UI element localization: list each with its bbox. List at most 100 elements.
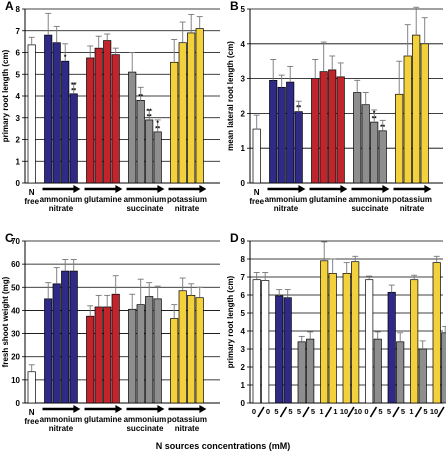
- bar: [128, 308, 137, 404]
- bar: [336, 76, 345, 184]
- y-tick-label: 5: [241, 309, 246, 318]
- significance-mark: **: [155, 125, 161, 132]
- bar: [320, 260, 329, 404]
- y-tick-label: 7: [16, 27, 21, 36]
- y-tick-label: 5: [241, 5, 246, 14]
- group-label: free: [24, 197, 39, 206]
- bar: [61, 60, 70, 184]
- concentration-arrowhead: [73, 185, 81, 193]
- y-tick-label: 0: [16, 179, 21, 188]
- y-tick-label: 1: [241, 144, 246, 153]
- bar: [328, 273, 337, 404]
- group-label: glutamine: [309, 195, 347, 204]
- panel-letter: C: [5, 231, 14, 245]
- pair-label-bottom: 5: [423, 407, 427, 416]
- bar: [69, 270, 78, 404]
- pair-label-top: 5: [274, 407, 278, 416]
- pair-label-bottom: 5: [378, 407, 382, 416]
- y-tick-label: 2: [241, 363, 246, 372]
- pair-slash: [437, 406, 445, 418]
- bar: [412, 34, 421, 184]
- bar: [342, 273, 351, 404]
- group-label: free: [249, 197, 264, 206]
- y-tick-label: 0: [16, 399, 21, 408]
- panel-letter: B: [230, 0, 239, 13]
- concentration-arrowhead: [340, 185, 348, 193]
- group-label: N: [29, 408, 35, 417]
- bar: [410, 279, 419, 404]
- group-label: nitrate: [175, 424, 200, 433]
- bar: [61, 270, 70, 404]
- group-label: potassium: [167, 415, 207, 424]
- y-tick-label: 40: [11, 306, 20, 315]
- pair-slash: [324, 406, 333, 418]
- group-label: ammonium: [124, 195, 167, 204]
- y-tick-label: 8: [16, 5, 21, 14]
- bar: [370, 121, 379, 184]
- bar: [306, 338, 315, 404]
- y-tick-label: 1: [241, 381, 246, 390]
- group-label: ammonium: [124, 415, 167, 424]
- pair-label-bottom: 5: [311, 407, 315, 416]
- pair-label-top: 1: [409, 407, 413, 416]
- bar: [395, 93, 404, 184]
- significance-mark: *: [156, 120, 159, 127]
- y-tick-label: 20: [11, 353, 20, 362]
- pair-label-top: 10: [430, 407, 438, 416]
- bar: [195, 28, 204, 184]
- concentration-arrowhead: [199, 185, 207, 193]
- y-tick-label: 4: [241, 40, 246, 49]
- bar: [373, 338, 382, 404]
- group-label: potassium: [167, 195, 207, 204]
- group-label: nitrate: [400, 204, 425, 213]
- y-tick-label: 3: [16, 114, 21, 123]
- bar: [361, 104, 370, 184]
- bar: [52, 283, 61, 404]
- significance-mark: **: [71, 82, 77, 89]
- concentration-arrowhead: [199, 405, 207, 413]
- y-tick-label: 9: [241, 237, 246, 246]
- pair-label-top: 0: [364, 407, 368, 416]
- bar: [136, 99, 145, 184]
- y-axis-label: mean lateral root length (cm): [226, 41, 235, 151]
- significance-mark: *: [373, 110, 376, 117]
- y-tick-label: 7: [241, 273, 246, 282]
- concentration-arrowhead: [298, 185, 306, 193]
- group-label: N: [29, 188, 35, 197]
- bar: [277, 86, 286, 184]
- pair-slash: [414, 406, 423, 418]
- pair-label-top: 1: [319, 407, 323, 416]
- significance-mark: **: [296, 105, 302, 112]
- pair-slash: [347, 406, 355, 418]
- bar: [396, 341, 405, 404]
- y-tick-label: 3: [241, 345, 246, 354]
- bar: [311, 78, 320, 184]
- pair-slash: [279, 406, 288, 418]
- y-tick-label: 5: [16, 70, 21, 79]
- bar: [153, 131, 162, 184]
- group-label: potassium: [392, 195, 432, 204]
- group-label: glutamine: [84, 415, 122, 424]
- group-label: ammonium: [349, 195, 392, 204]
- group-label: nitrate: [49, 204, 74, 213]
- pair-label-top: 5: [387, 407, 391, 416]
- bar: [378, 130, 387, 184]
- pair-label-bottom: 5: [401, 407, 405, 416]
- bar: [353, 92, 362, 184]
- bar: [86, 57, 95, 184]
- y-tick-label: 10: [11, 376, 20, 385]
- group-label: nitrate: [274, 204, 299, 213]
- bar: [69, 93, 78, 184]
- significance-mark: *: [64, 54, 67, 61]
- y-tick-label: 30: [11, 330, 20, 339]
- significance-mark: **: [372, 116, 378, 123]
- group-label: glutamine: [84, 195, 122, 204]
- bar: [178, 42, 187, 184]
- bar: [319, 71, 328, 184]
- bar: [86, 315, 95, 404]
- bar: [52, 42, 61, 184]
- y-tick-label: 4: [16, 92, 21, 101]
- bar: [403, 55, 412, 184]
